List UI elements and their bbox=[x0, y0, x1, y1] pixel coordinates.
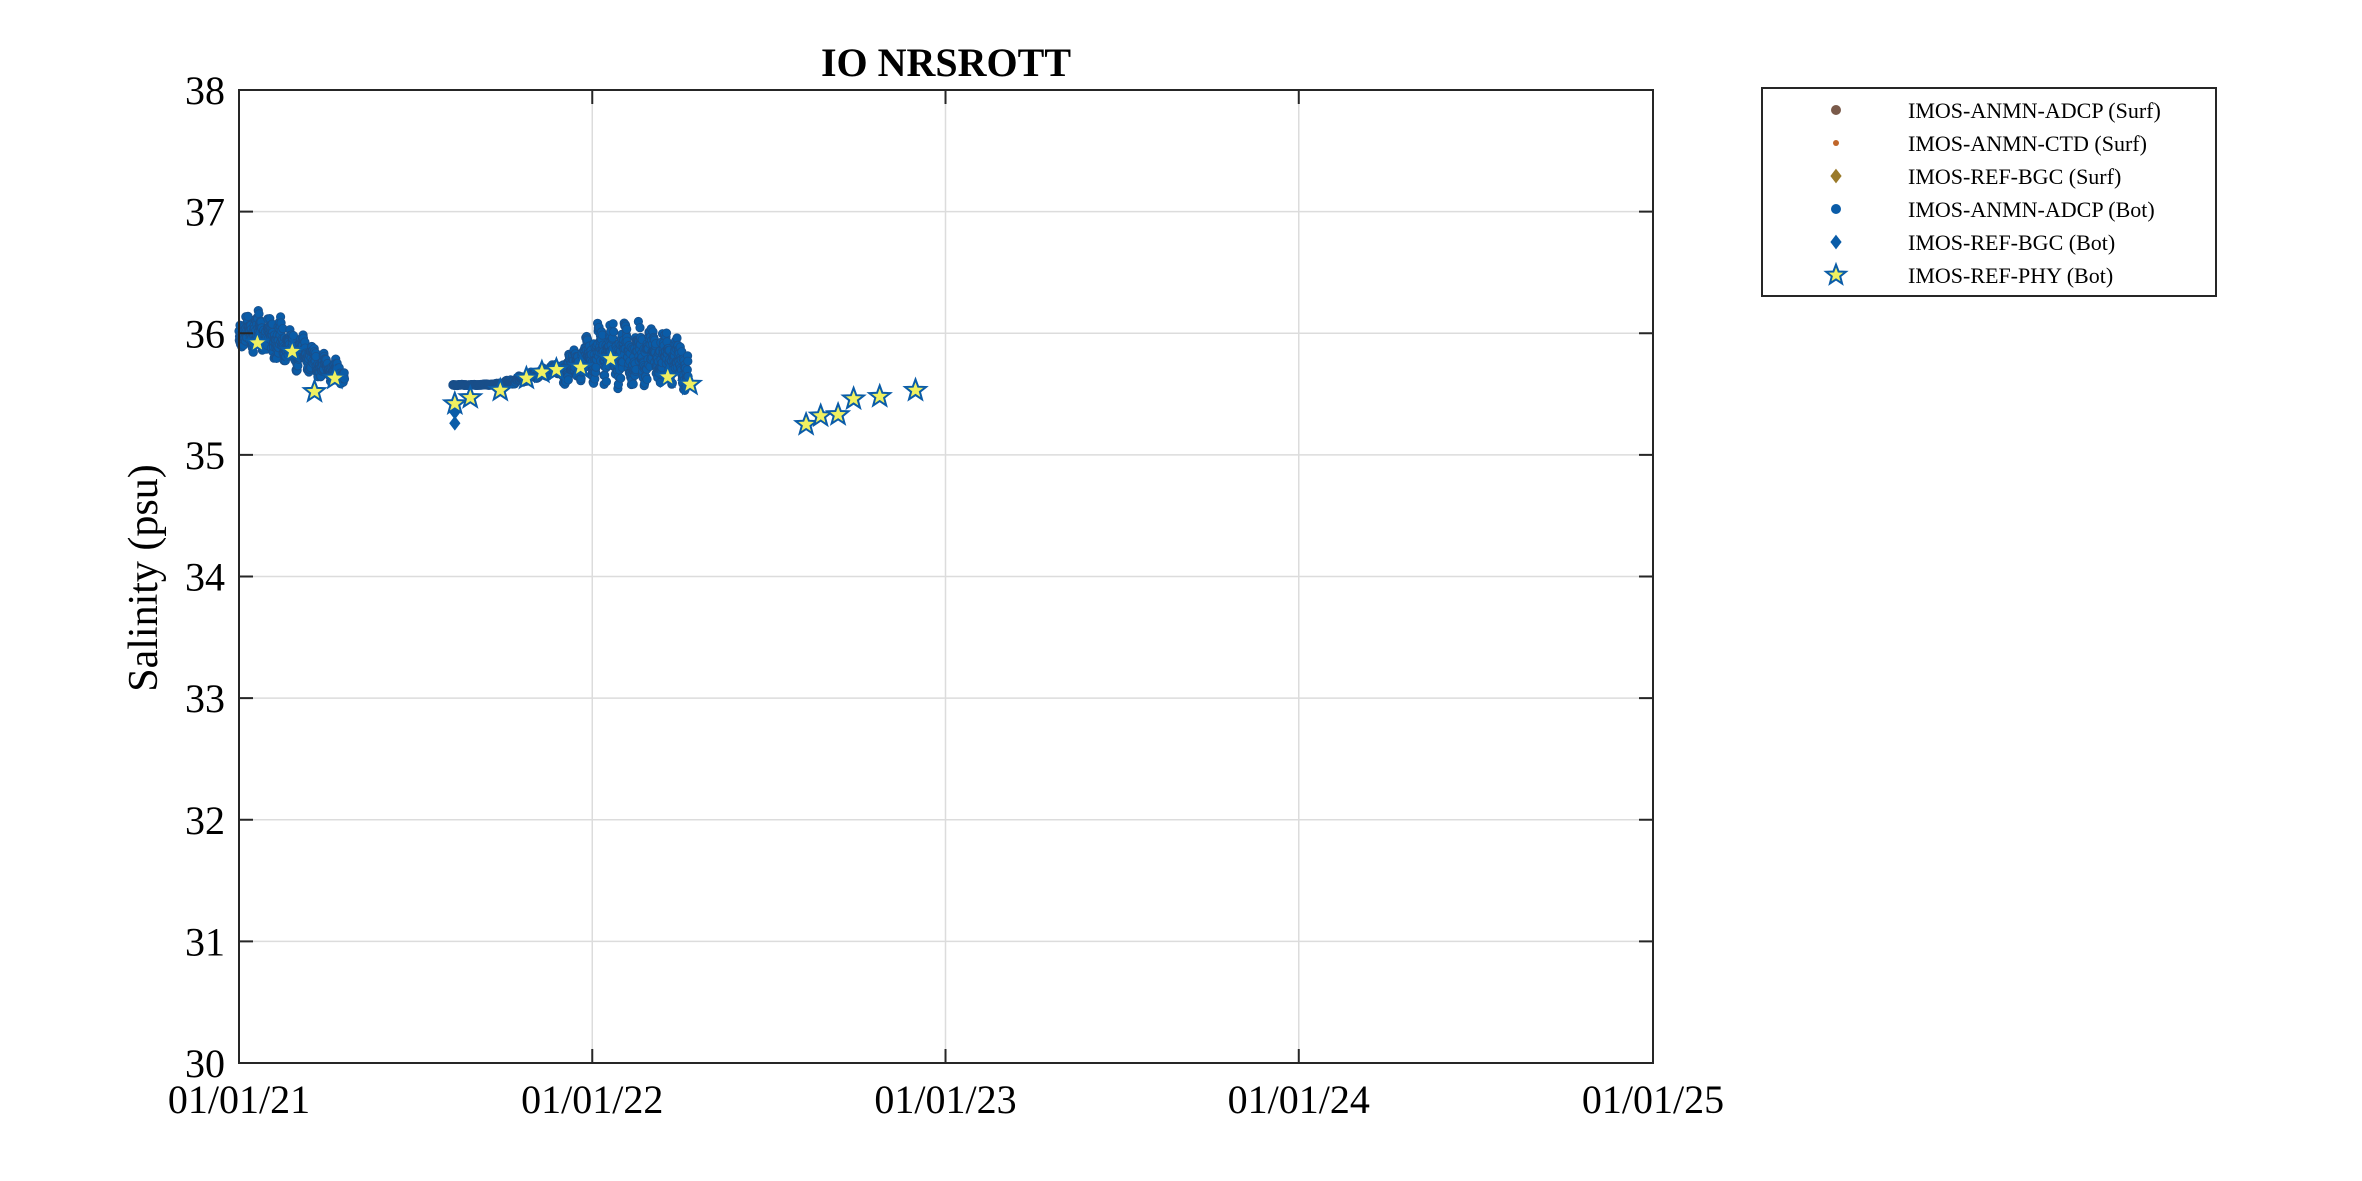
data-point bbox=[244, 329, 271, 355]
y-tick-label: 30 bbox=[185, 1041, 225, 1086]
x-tick-label: 01/01/24 bbox=[1228, 1077, 1370, 1122]
y-tick-label: 33 bbox=[185, 676, 225, 721]
data-point bbox=[902, 376, 929, 402]
legend-marker bbox=[1833, 140, 1839, 146]
data-point bbox=[608, 327, 619, 337]
legend-marker bbox=[1831, 204, 1841, 214]
data-point bbox=[487, 376, 514, 402]
data-point bbox=[563, 375, 573, 385]
y-tick-label: 36 bbox=[185, 311, 225, 356]
legend-item: IMOS-REF-BGC (Surf) bbox=[1830, 164, 2121, 189]
y-tick-label: 38 bbox=[185, 68, 225, 113]
data-point bbox=[642, 374, 652, 384]
y-tick-label: 34 bbox=[185, 555, 225, 600]
legend-item: IMOS-REF-BGC (Bot) bbox=[1830, 230, 2115, 255]
legend-box bbox=[1761, 87, 2217, 297]
y-tick-label: 32 bbox=[185, 798, 225, 843]
data-point bbox=[622, 324, 632, 334]
y-tick-label: 35 bbox=[185, 433, 225, 478]
legend-item: IMOS-REF-PHY (Bot) bbox=[1823, 261, 2113, 288]
legend-label: IMOS-REF-BGC (Surf) bbox=[1908, 164, 2121, 189]
data-point bbox=[279, 337, 306, 363]
legend: IMOS-ANMN-ADCP (Surf) IMOS-ANMN-CTD (Surf… bbox=[1761, 87, 2217, 297]
x-tick-label: 01/01/25 bbox=[1582, 1077, 1724, 1122]
data-point bbox=[441, 389, 469, 416]
legend-marker bbox=[1830, 234, 1842, 250]
data-point bbox=[457, 383, 484, 409]
legend-marker bbox=[1831, 105, 1841, 115]
data-point bbox=[635, 323, 645, 333]
data-point bbox=[824, 400, 852, 426]
y-axis-label: Salinity (psu) bbox=[121, 464, 167, 692]
data-point bbox=[449, 415, 461, 431]
chart-title: IO NRSROTT bbox=[821, 40, 1071, 85]
legend-item: IMOS-ANMN-ADCP (Surf) bbox=[1831, 98, 2161, 123]
data-point bbox=[513, 364, 540, 390]
legend-label: IMOS-ANMN-ADCP (Bot) bbox=[1908, 197, 2155, 222]
data-point bbox=[866, 382, 893, 408]
data-point bbox=[567, 353, 594, 379]
data-layer bbox=[234, 305, 929, 436]
legend-item: IMOS-ANMN-CTD (Surf) bbox=[1833, 131, 2147, 156]
legend-label: IMOS-REF-BGC (Bot) bbox=[1908, 230, 2115, 255]
data-point bbox=[661, 328, 672, 338]
legend-marker bbox=[1830, 168, 1842, 184]
ticks: 01/01/21 01/01/22 01/01/23 01/01/24 01/01/25… bbox=[168, 68, 1724, 1122]
data-point bbox=[683, 356, 693, 366]
x-tick-label: 01/01/23 bbox=[874, 1077, 1016, 1122]
data-point bbox=[321, 364, 349, 390]
x-tick-label: 01/01/22 bbox=[521, 1077, 663, 1122]
legend-label: IMOS-ANMN-CTD (Surf) bbox=[1908, 131, 2147, 156]
series-5 bbox=[244, 329, 929, 436]
legend-label: IMOS-ANMN-ADCP (Surf) bbox=[1908, 98, 2161, 123]
data-point bbox=[597, 344, 624, 371]
y-tick-label: 31 bbox=[185, 919, 225, 964]
legend-marker bbox=[1823, 261, 1849, 286]
data-point bbox=[601, 376, 612, 387]
y-tick-label: 37 bbox=[185, 190, 225, 235]
data-point bbox=[628, 379, 638, 389]
series-3 bbox=[234, 305, 693, 395]
data-point bbox=[301, 377, 328, 403]
data-point bbox=[676, 370, 704, 396]
legend-label: IMOS-REF-PHY (Bot) bbox=[1908, 263, 2113, 288]
data-point bbox=[608, 319, 618, 329]
legend-item: IMOS-ANMN-ADCP (Bot) bbox=[1831, 197, 2155, 222]
data-point bbox=[654, 363, 681, 389]
data-point bbox=[243, 311, 253, 321]
data-point bbox=[543, 355, 570, 381]
data-point bbox=[792, 410, 820, 436]
x-tick-label: 01/01/21 bbox=[168, 1077, 310, 1122]
data-point bbox=[616, 373, 626, 383]
data-point bbox=[840, 385, 867, 411]
